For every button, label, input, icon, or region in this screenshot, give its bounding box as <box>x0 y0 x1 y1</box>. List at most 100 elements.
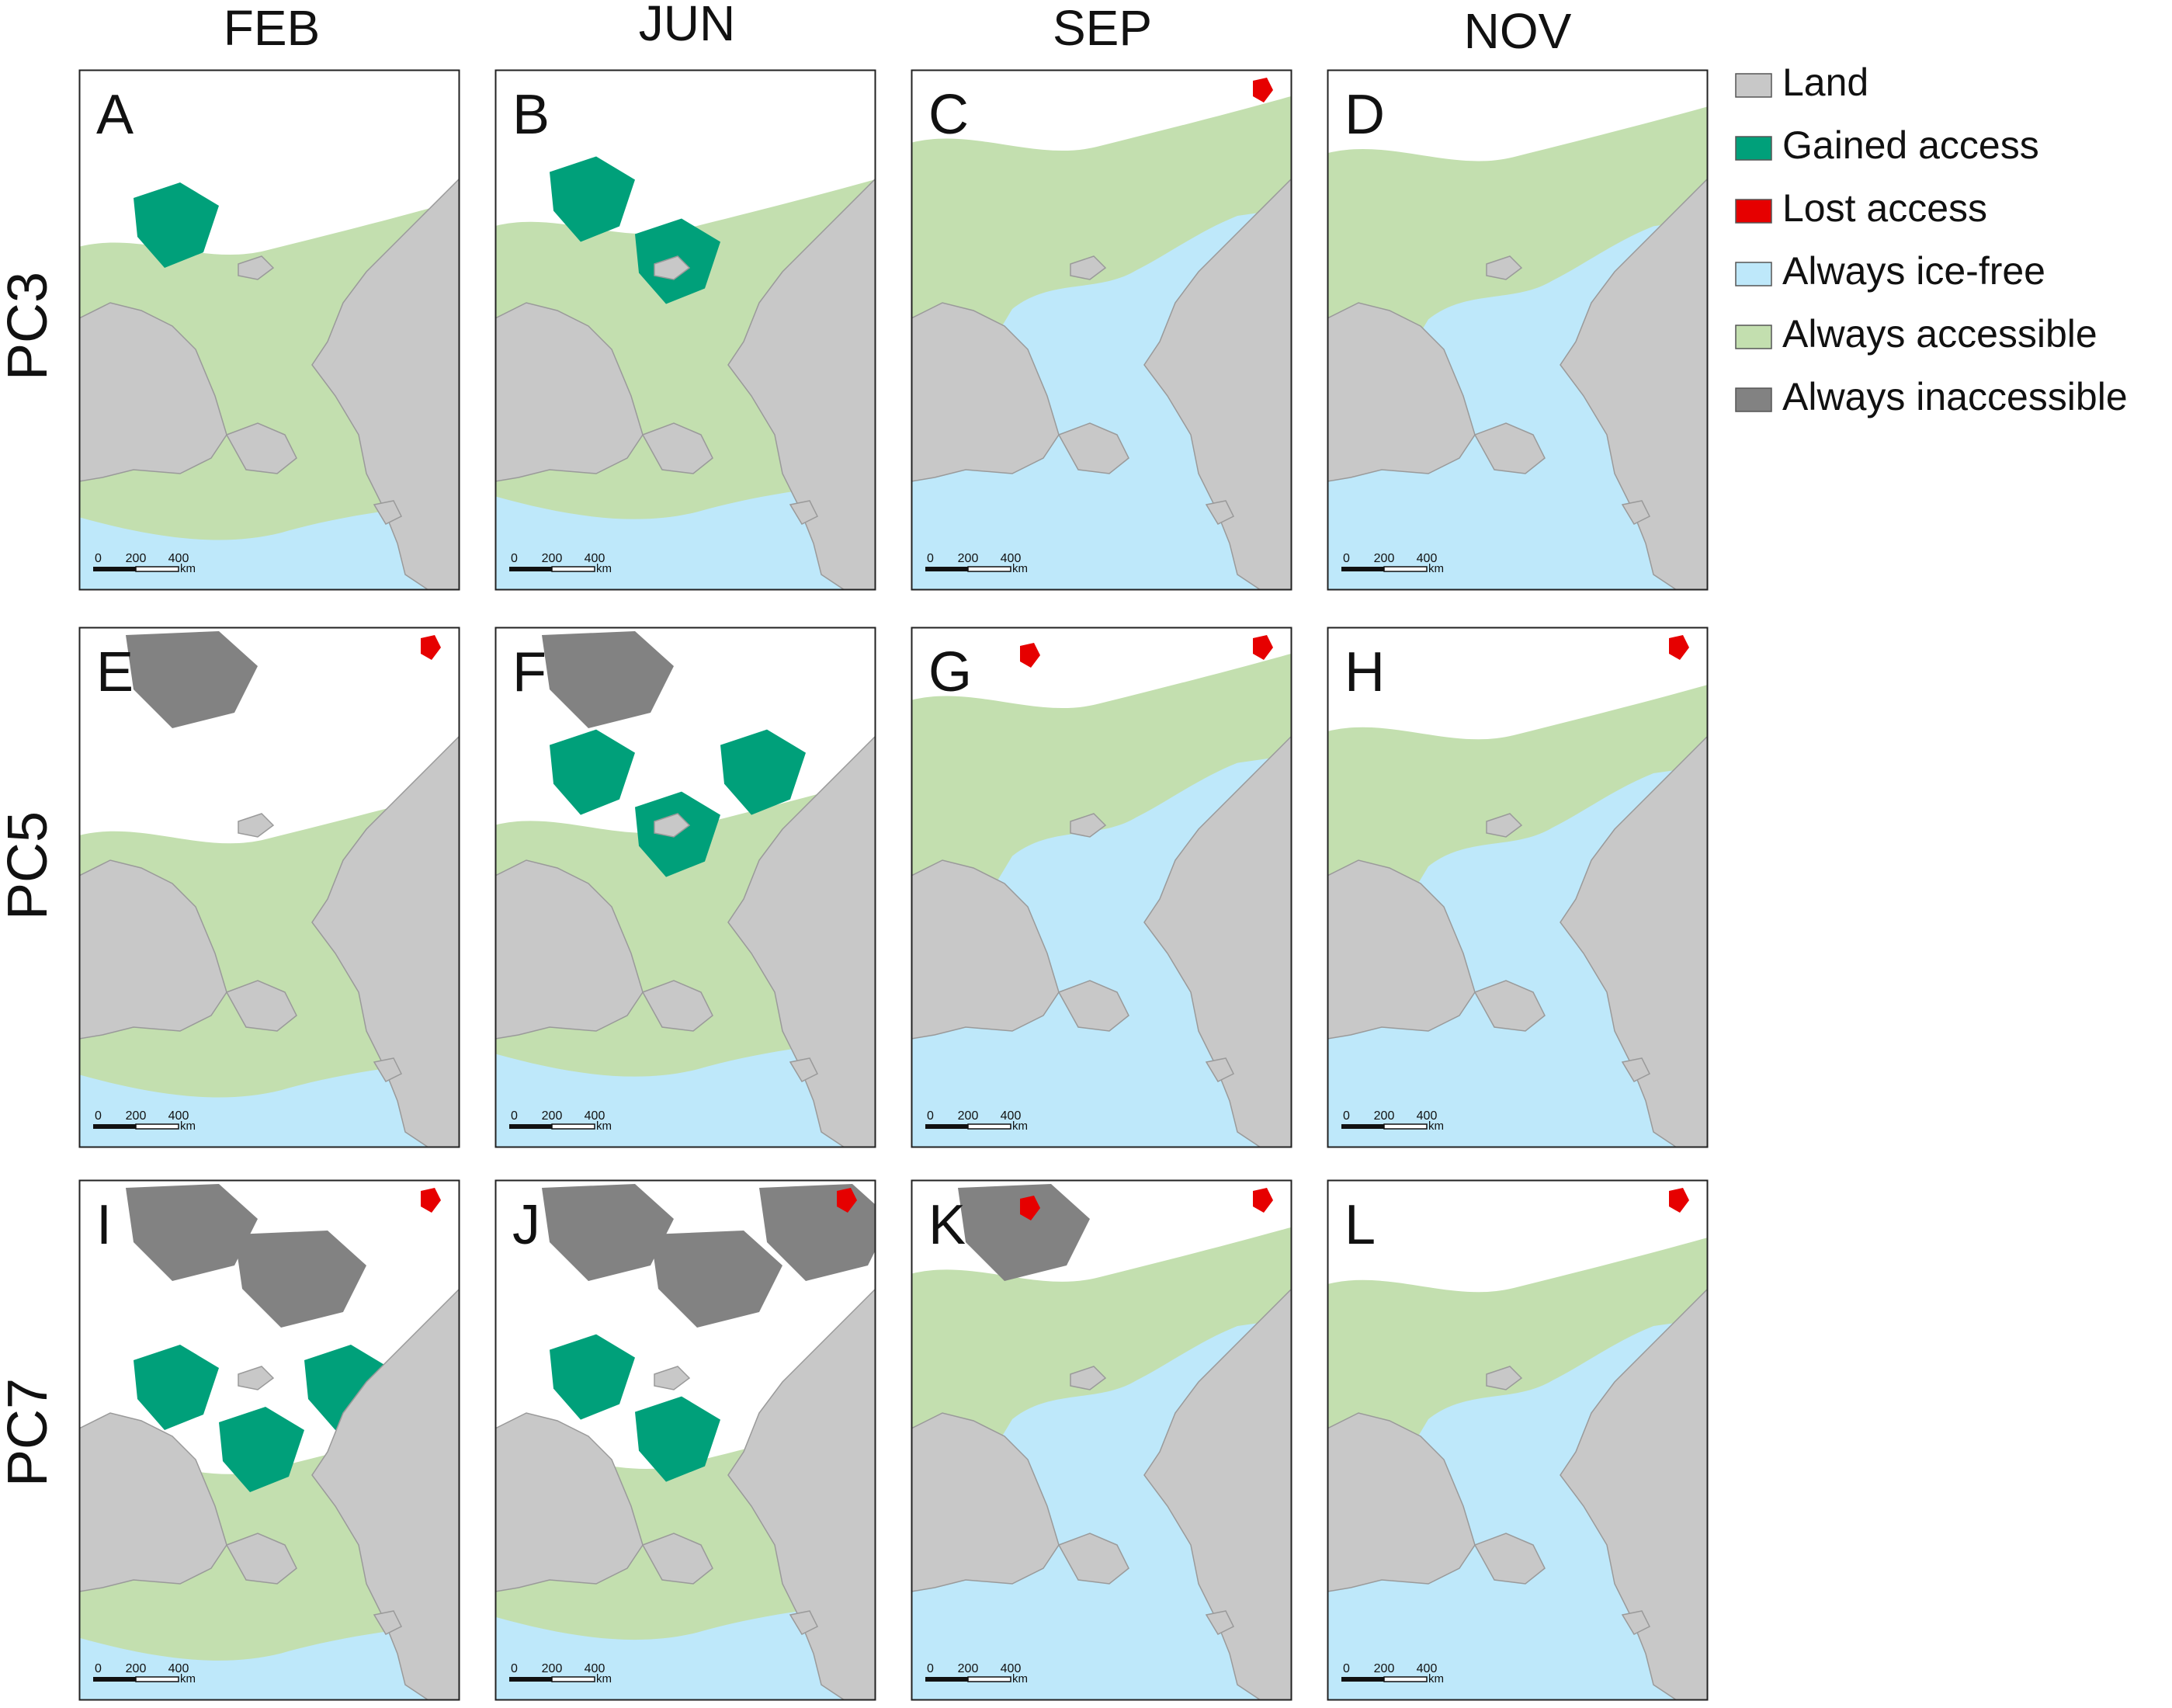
scale-bar-segment <box>135 1123 179 1130</box>
scale-bar-unit: km <box>596 562 612 575</box>
panel-frame <box>911 627 1292 1148</box>
legend-label: Always inaccessible <box>1782 375 2128 418</box>
scale-bar-segment <box>135 566 179 572</box>
scale-bar-tick-label: 200 <box>958 1109 979 1123</box>
scale-bar-tick-label: 400 <box>585 1109 605 1123</box>
legend-swatch <box>1735 387 1772 412</box>
row-header-pc5: PC5 <box>0 811 59 920</box>
lost-access-patch <box>1253 78 1273 102</box>
gained-access-patch <box>635 1396 720 1482</box>
scale-bar-segment <box>1341 1677 1384 1682</box>
gained-access-patch <box>550 156 635 242</box>
legend-label: Land <box>1782 61 1868 104</box>
scale-bar-segment <box>551 566 595 572</box>
panel-frame <box>494 627 876 1148</box>
scale-bar-tick-label: 0 <box>1343 552 1350 565</box>
scale-bar-unit: km <box>1012 562 1028 575</box>
scale-bar-segment <box>93 1124 136 1129</box>
legend-swatch <box>1735 325 1772 349</box>
scale-bar-tick-label: 400 <box>1417 552 1438 565</box>
scale-bar-segment <box>925 1677 968 1682</box>
scale-bar-tick-label: 0 <box>927 552 934 565</box>
panel-letter: G <box>928 641 972 703</box>
scale-bar-tick-label: 400 <box>1001 1109 1022 1123</box>
lost-access-patch <box>1669 1188 1689 1213</box>
legend-swatch <box>1735 199 1772 224</box>
scale-bar-tick-label: 400 <box>585 552 605 565</box>
panel-letter: K <box>928 1194 966 1256</box>
scale-bar-tick-label: 200 <box>1374 552 1395 565</box>
scale-bar-segment <box>1341 1124 1384 1129</box>
scale-bar-tick-label: 0 <box>1343 1662 1350 1675</box>
scale-bar-segment <box>967 1123 1011 1130</box>
gained-access-patch <box>550 729 635 815</box>
panel-frame <box>494 69 876 591</box>
column-header-jun: JUN <box>639 0 735 51</box>
legend-swatch <box>1735 136 1772 161</box>
scale-bar-tick-label: 400 <box>168 552 189 565</box>
panel-letter: F <box>512 641 546 703</box>
panel-frame <box>1327 69 1709 591</box>
scale-bar-tick-label: 200 <box>542 1109 563 1123</box>
scale-bar-segment <box>967 1676 1011 1682</box>
always-inaccessible-patch <box>651 1231 782 1328</box>
scale-bar-tick-label: 0 <box>95 552 102 565</box>
scale-bar-segment <box>509 567 552 571</box>
scale-bar-segment <box>135 1676 179 1682</box>
panel-letter: C <box>928 84 969 146</box>
panel-frame <box>78 69 460 591</box>
scale-bar-tick-label: 200 <box>542 1662 563 1675</box>
legend-swatch <box>1735 262 1772 286</box>
always-ice-free-area <box>495 1038 876 1147</box>
scale-bar-tick-label: 400 <box>168 1662 189 1675</box>
legend-label: Always accessible <box>1782 312 2097 356</box>
panel-frame <box>78 627 460 1148</box>
always-inaccessible-patch <box>542 1184 674 1281</box>
legend-label: Lost access <box>1782 186 1987 230</box>
scale-bar-segment <box>925 1124 968 1129</box>
lost-access-patch <box>1020 643 1040 668</box>
scale-bar-tick-label: 200 <box>958 1662 979 1675</box>
scale-bar-tick-label: 400 <box>1001 552 1022 565</box>
panel-letter: A <box>96 84 134 146</box>
scale-bar-unit: km <box>1428 1120 1444 1133</box>
scale-bar-unit: km <box>596 1672 612 1685</box>
column-header-sep: SEP <box>1053 0 1152 56</box>
panel-frame <box>911 1179 1292 1701</box>
scale-bar-tick-label: 0 <box>95 1662 102 1675</box>
scale-bar-tick-label: 200 <box>542 552 563 565</box>
scale-bar-segment <box>509 1677 552 1682</box>
gained-access-patch <box>134 1345 219 1430</box>
scale-bar-unit: km <box>180 1120 196 1133</box>
scale-bar-segment <box>93 567 136 571</box>
scale-bar-segment <box>925 567 968 571</box>
scale-bar-segment <box>551 1676 595 1682</box>
scale-bar-tick-label: 200 <box>126 1662 147 1675</box>
always-inaccessible-patch <box>542 631 674 728</box>
always-ice-free-area <box>495 481 876 590</box>
always-ice-free-area <box>495 1601 876 1700</box>
always-inaccessible-patch <box>126 631 258 728</box>
scale-bar-segment <box>1383 1123 1428 1130</box>
legend-swatch <box>1735 73 1772 98</box>
lost-access-patch <box>1669 635 1689 660</box>
scale-bar-tick-label: 200 <box>126 552 147 565</box>
column-header-nov: NOV <box>1464 3 1572 59</box>
panel-letter: I <box>96 1194 112 1256</box>
panel-letter: J <box>512 1194 540 1256</box>
legend: Land Gained access Lost access Always ice-f… <box>1735 61 2128 418</box>
